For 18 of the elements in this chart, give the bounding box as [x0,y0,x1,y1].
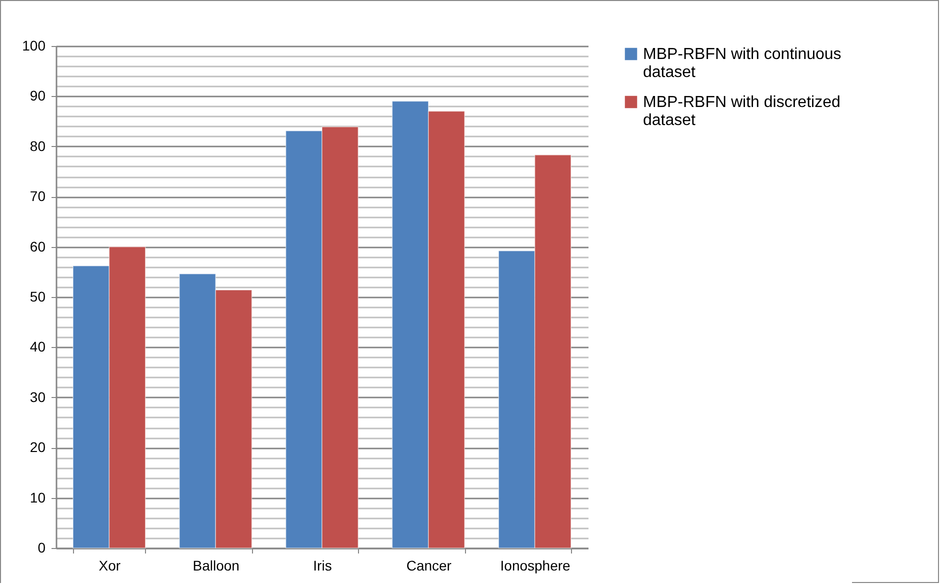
y-tick-label: 80 [30,138,46,154]
y-tick-label: 10 [30,489,46,506]
y-tick-label: 100 [22,38,46,54]
x-tick-label: Ionosphere [500,558,571,574]
y-tick-label: 90 [30,88,46,104]
y-tick-label: 40 [30,338,46,355]
legend-label: MBP-RBFN with discretized dataset [643,94,840,129]
y-tick-label: 20 [30,439,46,456]
x-tick-label: Iris [313,558,332,574]
x-tick-label: Balloon [192,558,240,574]
y-tick-label: 50 [30,288,46,304]
x-tick-label: Cancer [406,558,452,574]
y-tick-label: 60 [30,238,46,254]
x-tick-label: Xor [98,558,121,574]
y-tick-label: 70 [30,188,46,204]
y-tick-label: 0 [38,540,46,556]
legend-label: MBP-RBFN with continuous dataset [643,46,842,81]
y-tick-label: 30 [30,388,46,405]
